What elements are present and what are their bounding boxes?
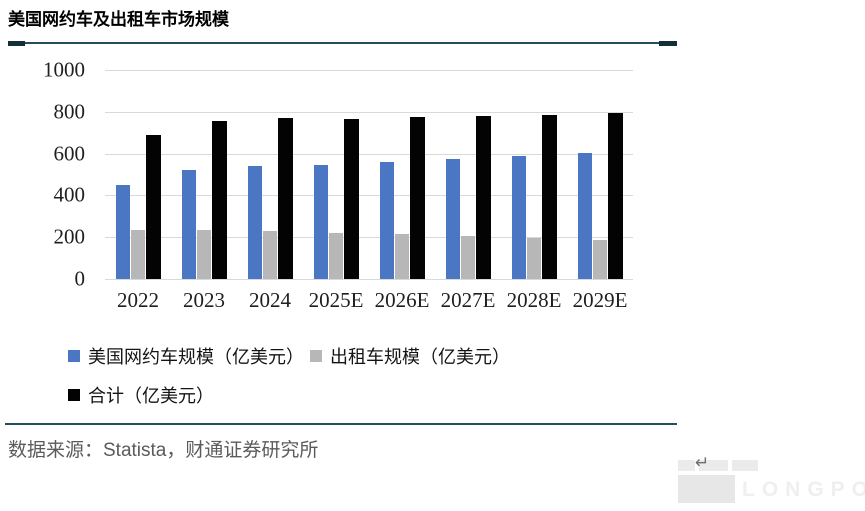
bar-2026E-series0 <box>379 162 394 279</box>
x-tick-label-2023: 2023 <box>183 288 225 312</box>
rule-cap-left <box>8 41 25 46</box>
bar-2024-series2 <box>277 118 293 279</box>
bar-2024-series1 <box>262 230 277 279</box>
bar-2029E-series0 <box>577 152 592 279</box>
legend-swatch-icon <box>310 350 322 362</box>
gridline-200 <box>105 237 633 239</box>
bar-2028E-series1 <box>526 238 541 279</box>
bar-2022-series2 <box>145 134 161 279</box>
bar-group-2028E <box>501 70 567 279</box>
bar-2027E-series2 <box>475 116 491 279</box>
gridline-0 <box>105 279 633 280</box>
bar-groups <box>105 70 633 279</box>
legend-item-1: 出租车规模（亿美元） <box>310 343 510 369</box>
bar-2022-series1 <box>130 229 145 279</box>
x-tick-label-2025E: 2025E <box>308 288 364 312</box>
y-tick-label-1000: 1000 <box>43 57 85 82</box>
x-tick-label-2022: 2022 <box>117 288 159 312</box>
bar-2023-series0 <box>181 170 196 279</box>
watermark-logo-block <box>699 460 728 471</box>
x-tick-label-2024: 2024 <box>249 288 291 312</box>
bar-2029E-series2 <box>607 112 623 279</box>
plot-area <box>105 70 633 280</box>
bar-2029E-series1 <box>592 240 607 279</box>
y-tick-label-400: 400 <box>53 182 86 207</box>
return-arrow-icon: ↵ <box>695 453 710 473</box>
rule-cap-right <box>659 41 677 46</box>
legend-swatch-icon <box>68 350 80 362</box>
legend-label: 出租车规模（亿美元） <box>330 347 510 367</box>
legend-item-2: 合计（亿美元） <box>68 382 214 408</box>
bar-group-2027E <box>435 70 501 279</box>
page-title: 美国网约车及出租车市场规模 <box>8 10 229 29</box>
y-axis: 0 200 400 600 800 1000 <box>0 58 86 291</box>
bar-group-2024 <box>237 70 303 279</box>
bar-2028E-series2 <box>541 114 557 279</box>
watermark-logo-block <box>678 475 735 503</box>
bar-2023-series1 <box>196 229 211 279</box>
bar-2024-series0 <box>247 166 262 279</box>
longport-watermark: ↵ LONGPORT <box>678 453 865 507</box>
bar-2025E-series1 <box>328 233 343 279</box>
gridline-800 <box>105 111 633 113</box>
bar-2023-series2 <box>211 121 227 279</box>
bar-2025E-series2 <box>343 119 359 279</box>
gridline-400 <box>105 195 633 197</box>
chart-top-rule <box>8 41 677 46</box>
y-tick-label-200: 200 <box>53 224 86 249</box>
bar-2027E-series1 <box>460 236 475 279</box>
bar-group-2022 <box>105 70 171 279</box>
watermark-logo-block <box>678 460 695 471</box>
watermark-logo-block <box>732 460 758 471</box>
x-tick-label-2026E: 2026E <box>374 288 430 312</box>
y-tick-label-600: 600 <box>53 141 86 166</box>
bar-2028E-series0 <box>511 155 526 279</box>
x-tick-label-2027E: 2027E <box>440 288 496 312</box>
bar-group-2029E <box>567 70 633 279</box>
bar-2027E-series0 <box>445 158 460 279</box>
legend-swatch-icon <box>68 389 80 401</box>
bar-group-2025E <box>303 70 369 279</box>
x-tick-label-2029E: 2029E <box>572 288 628 312</box>
legend-label: 美国网约车规模（亿美元） <box>88 347 304 367</box>
x-tick-label-2028E: 2028E <box>506 288 562 312</box>
gridline-1000 <box>105 70 633 71</box>
legend-label: 合计（亿美元） <box>88 386 214 406</box>
watermark-brand-text: LONGPORT <box>742 478 865 501</box>
bar-2026E-series1 <box>394 234 409 279</box>
source-note: 数据来源：Statista，财通证券研究所 <box>8 440 319 461</box>
chart-legend: 美国网约车规模（亿美元） 出租车规模（亿美元） 合计（亿美元） <box>68 343 643 408</box>
bar-2026E-series2 <box>409 117 425 279</box>
y-tick-label-800: 800 <box>53 99 86 124</box>
y-tick-label-0: 0 <box>74 266 86 291</box>
bar-group-2023 <box>171 70 237 279</box>
gridline-600 <box>105 153 633 155</box>
chart-bottom-rule <box>5 423 677 425</box>
x-axis: 2022 2023 2024 2025E 2026E 2027E 2028E 2029E <box>105 288 633 313</box>
bar-2025E-series0 <box>313 165 328 279</box>
bar-group-2026E <box>369 70 435 279</box>
bar-2022-series0 <box>115 185 130 279</box>
legend-item-0: 美国网约车规模（亿美元） <box>68 343 304 369</box>
